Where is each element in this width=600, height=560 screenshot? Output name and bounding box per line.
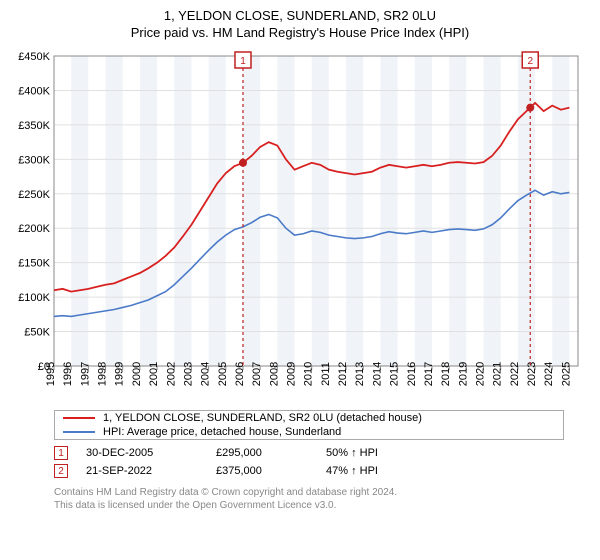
svg-text:£350K: £350K [18,120,50,132]
container: 1, YELDON CLOSE, SUNDERLAND, SR2 0LU Pri… [0,0,600,560]
svg-text:2009: 2009 [286,362,298,386]
svg-text:2024: 2024 [543,362,555,386]
svg-text:£300K: £300K [18,154,50,166]
svg-text:2010: 2010 [303,362,315,386]
sale-row: 1 30-DEC-2005 £295,000 50% ↑ HPI [54,446,588,460]
legend-item-price-paid: 1, YELDON CLOSE, SUNDERLAND, SR2 0LU (de… [55,411,563,425]
title-address: 1, YELDON CLOSE, SUNDERLAND, SR2 0LU [12,8,588,23]
line-chart: £0£50K£100K£150K£200K£250K£300K£350K£400… [12,46,588,406]
svg-text:2017: 2017 [423,362,435,386]
svg-text:2014: 2014 [371,362,383,386]
footer-copyright: Contains HM Land Registry data © Crown c… [54,486,588,499]
svg-text:£150K: £150K [18,258,50,270]
svg-text:2013: 2013 [354,362,366,386]
svg-text:2016: 2016 [406,362,418,386]
svg-text:2015: 2015 [389,362,401,386]
title-block: 1, YELDON CLOSE, SUNDERLAND, SR2 0LU Pri… [12,8,588,40]
svg-text:2000: 2000 [131,362,143,386]
svg-text:2023: 2023 [526,362,538,386]
sale-marker-box: 1 [54,446,68,460]
svg-text:£400K: £400K [18,85,50,97]
svg-text:2004: 2004 [200,362,212,386]
sale-diff: 47% ↑ HPI [326,465,446,477]
footer: Contains HM Land Registry data © Crown c… [54,486,588,512]
svg-text:£450K: £450K [18,51,50,63]
legend-box: 1, YELDON CLOSE, SUNDERLAND, SR2 0LU (de… [54,410,564,440]
svg-text:1996: 1996 [62,362,74,386]
svg-text:1999: 1999 [114,362,126,386]
svg-text:2006: 2006 [234,362,246,386]
svg-text:2025: 2025 [560,362,572,386]
svg-text:2021: 2021 [492,362,504,386]
svg-text:£50K: £50K [24,327,50,339]
svg-text:2022: 2022 [509,362,521,386]
svg-text:2012: 2012 [337,362,349,386]
svg-text:1997: 1997 [79,362,91,386]
svg-text:2018: 2018 [440,362,452,386]
legend-swatch [63,417,95,419]
svg-text:£200K: £200K [18,223,50,235]
sale-date: 21-SEP-2022 [86,465,216,477]
svg-text:2001: 2001 [148,362,160,386]
footer-licence: This data is licensed under the Open Gov… [54,499,588,512]
legend-swatch [63,431,95,433]
svg-text:2019: 2019 [457,362,469,386]
legend-item-hpi: HPI: Average price, detached house, Sund… [55,425,563,439]
svg-text:1: 1 [240,56,246,67]
sale-date: 30-DEC-2005 [86,447,216,459]
legend-label: HPI: Average price, detached house, Sund… [103,426,341,438]
sale-price: £375,000 [216,465,326,477]
svg-text:2011: 2011 [320,362,332,386]
svg-text:2008: 2008 [268,362,280,386]
svg-text:2007: 2007 [251,362,263,386]
legend-label: 1, YELDON CLOSE, SUNDERLAND, SR2 0LU (de… [103,412,422,424]
svg-text:2: 2 [527,56,533,67]
svg-text:2002: 2002 [165,362,177,386]
sale-diff: 50% ↑ HPI [326,447,446,459]
sale-price: £295,000 [216,447,326,459]
svg-text:1998: 1998 [97,362,109,386]
chart-area: £0£50K£100K£150K£200K£250K£300K£350K£400… [12,46,588,406]
svg-text:2005: 2005 [217,362,229,386]
svg-text:2003: 2003 [182,362,194,386]
svg-text:£250K: £250K [18,189,50,201]
svg-text:2020: 2020 [475,362,487,386]
title-subtitle: Price paid vs. HM Land Registry's House … [12,25,588,40]
svg-text:1995: 1995 [45,362,57,386]
sale-row: 2 21-SEP-2022 £375,000 47% ↑ HPI [54,464,588,478]
svg-text:£100K: £100K [18,292,50,304]
sale-marker-box: 2 [54,464,68,478]
